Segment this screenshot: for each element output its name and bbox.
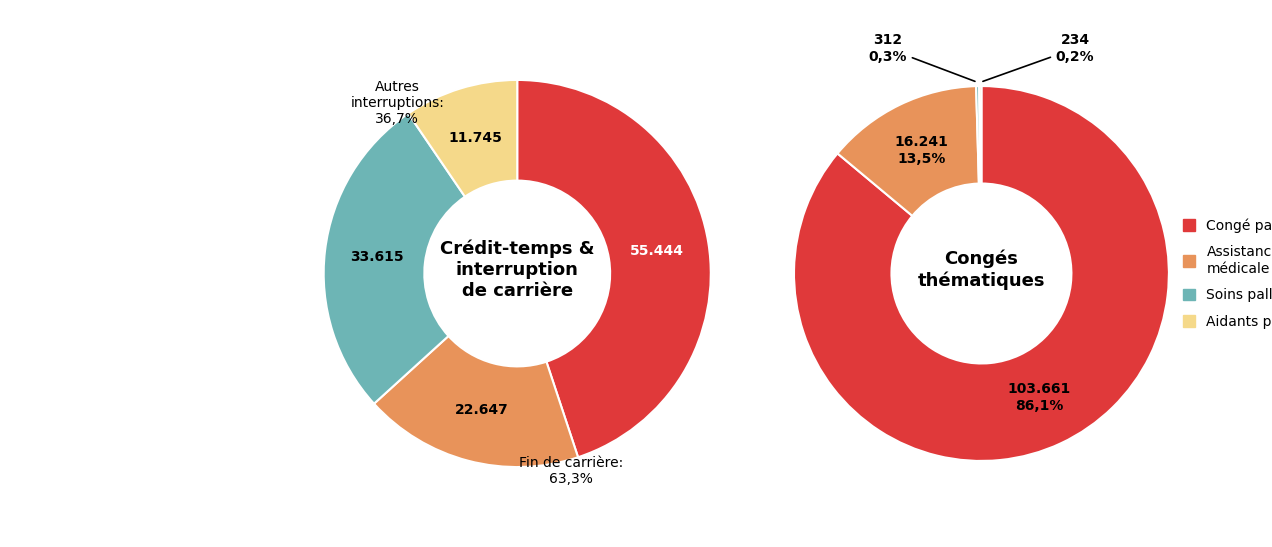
Wedge shape [408,80,518,197]
Text: Autres
interruptions:
36,7%: Autres interruptions: 36,7% [350,80,444,126]
Wedge shape [794,86,1169,461]
Text: Congés
thématiques: Congés thématiques [917,250,1046,290]
Text: 33.615: 33.615 [350,250,403,264]
Text: Crédit-temps &
interruption
de carrière: Crédit-temps & interruption de carrière [440,240,594,300]
Wedge shape [518,80,711,457]
Wedge shape [323,114,466,404]
Text: 22.647: 22.647 [454,403,509,417]
Wedge shape [976,86,981,184]
Text: 55.444: 55.444 [630,244,684,258]
Text: 234
0,2%: 234 0,2% [983,33,1094,82]
Text: 103.661
86,1%: 103.661 86,1% [1007,382,1071,412]
Text: 312
0,3%: 312 0,3% [869,33,974,82]
Text: 11.745: 11.745 [449,131,502,146]
Wedge shape [979,86,982,184]
Wedge shape [374,336,577,467]
Text: Fin de carrière:
63,3%: Fin de carrière: 63,3% [519,456,623,486]
Legend: Congé parental, Assistance
médicale, Soins palliatifs, Aidants proches: Congé parental, Assistance médicale, Soi… [1183,218,1272,329]
Wedge shape [837,86,979,216]
Text: 16.241
13,5%: 16.241 13,5% [894,135,949,166]
